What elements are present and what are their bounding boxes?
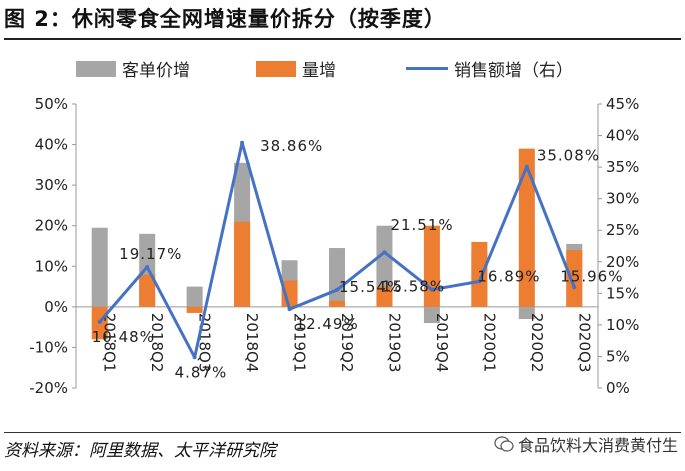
bar-volume (186, 306, 203, 313)
bar-volume (566, 250, 583, 307)
right-tick-label: 45% (606, 95, 639, 113)
category-label: 2019Q1 (291, 313, 309, 373)
wechat-icon (494, 436, 514, 452)
legend-item-price: 客单价增 (76, 56, 190, 81)
bar-volume (518, 148, 535, 307)
sales-data-label: 15.96% (560, 267, 623, 285)
category-label: 2020Q2 (528, 313, 546, 373)
bar-volume (329, 300, 345, 307)
sales-point (429, 287, 434, 292)
right-tick-label: 40% (606, 127, 639, 145)
left-tick-label: 10% (35, 257, 68, 275)
sales-data-label: 10.48% (92, 328, 155, 346)
sales-data-label: 35.08% (537, 147, 600, 165)
bar-price (91, 227, 108, 307)
sales-data-label: 15.54% (339, 278, 402, 296)
category-label: 2018Q2 (148, 313, 166, 373)
sales-point (382, 250, 387, 255)
legend-swatch-volume (256, 60, 296, 77)
category-label: 2018Q1 (101, 313, 119, 373)
category-label: 2019Q4 (433, 313, 451, 373)
bar-volume (471, 241, 488, 307)
right-tick-label: 25% (606, 221, 639, 239)
right-tick-label: 35% (606, 158, 639, 176)
right-tick-label: 15% (606, 284, 639, 302)
source-note: 资料来源：阿里数据、太平洋研究院 (4, 441, 276, 461)
left-tick-label: 20% (35, 217, 68, 235)
category-label: 2020Q3 (575, 313, 593, 373)
left-tick-label: -10% (29, 338, 68, 356)
sales-point (287, 307, 292, 312)
sales-data-label: 21.51% (390, 216, 453, 234)
legend-label-price: 客单价增 (122, 61, 190, 81)
left-tick-label: -20% (29, 379, 68, 397)
left-tick-label: 30% (35, 176, 68, 194)
legend-label-volume: 量增 (302, 61, 336, 81)
legend-item-sales: 销售额增（右） (406, 56, 573, 81)
sales-point (145, 265, 150, 270)
sales-point (97, 319, 102, 324)
sales-data-label: 38.86% (260, 137, 323, 155)
sales-data-label: 15.58% (382, 278, 445, 296)
category-label: 2019Q3 (385, 313, 403, 373)
sales-data-label: 19.17% (119, 245, 182, 263)
sales-data-label: 12.49% (296, 315, 359, 333)
sales-point (335, 287, 339, 292)
category-label: 2020Q1 (480, 313, 498, 373)
sales-point (477, 279, 482, 284)
right-tick-label: 20% (606, 253, 639, 271)
sales-data-label: 4.87% (175, 363, 228, 381)
sales-point (572, 285, 577, 290)
bar-volume (234, 221, 251, 307)
bar-volume (139, 274, 156, 307)
sales-point (524, 164, 529, 169)
right-tick-label: 0% (606, 379, 630, 397)
legend-label-sales: 销售额增（右） (454, 61, 573, 81)
category-label: 2019Q2 (338, 313, 356, 373)
legend-swatch-price (76, 60, 116, 77)
bar-price (186, 286, 203, 307)
sales-data-label: 16.89% (477, 267, 540, 285)
chart-title: 图 2：休闲零食全网增速量价拆分（按季度） (4, 7, 446, 31)
sales-point (240, 140, 245, 145)
category-label: 2018Q4 (243, 313, 261, 373)
bar-price (423, 306, 440, 324)
bar-price (518, 306, 535, 320)
bar-volume (376, 286, 393, 307)
legend-swatch-sales (406, 67, 448, 70)
watermark-text: 食品饮料大消费黄付生 (518, 436, 679, 455)
title-divider (4, 38, 681, 40)
left-tick-label: 50% (35, 95, 68, 113)
source-divider (4, 432, 681, 433)
right-tick-label: 30% (606, 190, 639, 208)
left-tick-label: 40% (35, 136, 68, 154)
legend-item-volume: 量增 (256, 56, 336, 81)
sales-point (192, 355, 197, 360)
right-tick-label: 5% (606, 347, 630, 365)
right-tick-label: 10% (606, 316, 639, 334)
left-tick-label: 0% (44, 298, 68, 316)
watermark: 食品饮料大消费黄付生 (494, 432, 678, 456)
chart-plot: -20% -10% 0% 10% 20% 30% 40% 50% 0% 5% 10% 15% 20% 25… (29, 95, 639, 397)
